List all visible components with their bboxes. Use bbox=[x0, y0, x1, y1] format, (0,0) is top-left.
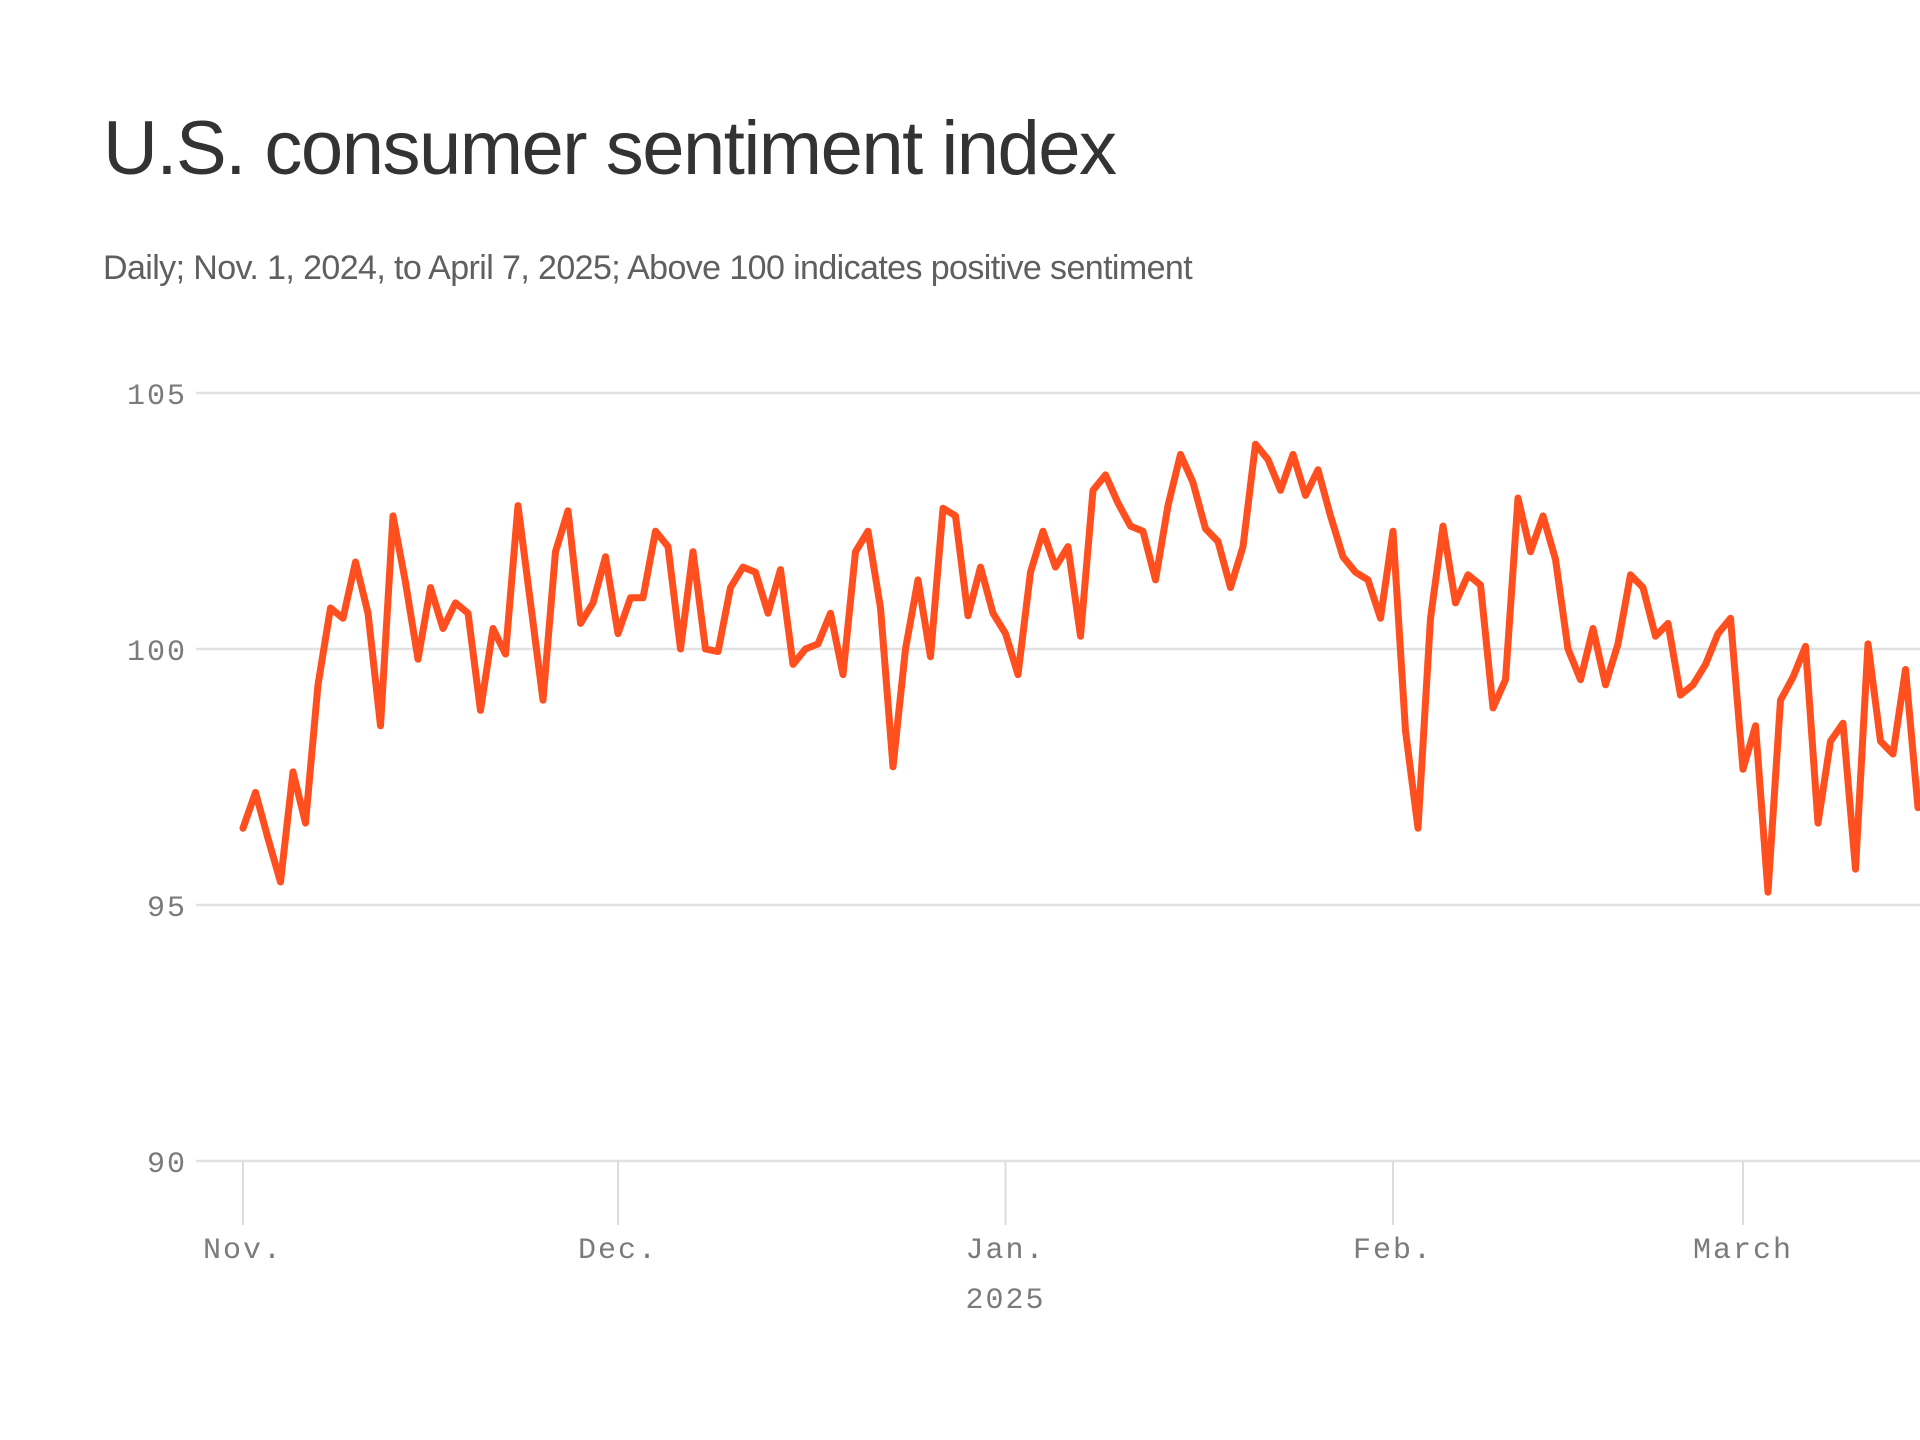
y-gridlines bbox=[196, 391, 1920, 1163]
y-tick-label: 100 bbox=[127, 636, 187, 670]
x-tick-label: Dec. bbox=[578, 1234, 658, 1268]
y-tick-label: 95 bbox=[147, 892, 187, 926]
x-tick-label: Jan. bbox=[965, 1234, 1045, 1268]
x-tick-label: March bbox=[1693, 1234, 1793, 1268]
series-layer bbox=[239, 440, 1920, 896]
x-axis: Nov. Dec. Jan. 2025 Feb. March bbox=[203, 1161, 1793, 1318]
chart-subtitle: Daily; Nov. 1, 2024, to April 7, 2025; A… bbox=[103, 249, 1193, 287]
x-tick-label: Nov. bbox=[203, 1234, 283, 1268]
series-line-consumer-sentiment bbox=[239, 440, 1920, 896]
chart-title: U.S. consumer sentiment index bbox=[103, 106, 1117, 191]
y-tick-label: 90 bbox=[147, 1148, 187, 1182]
y-tick-label: 105 bbox=[127, 380, 187, 414]
x-tick-label: Feb. bbox=[1353, 1234, 1433, 1268]
y-axis-labels: 105 100 95 90 bbox=[127, 380, 187, 1182]
x-tick-year-label: 2025 bbox=[965, 1284, 1045, 1318]
